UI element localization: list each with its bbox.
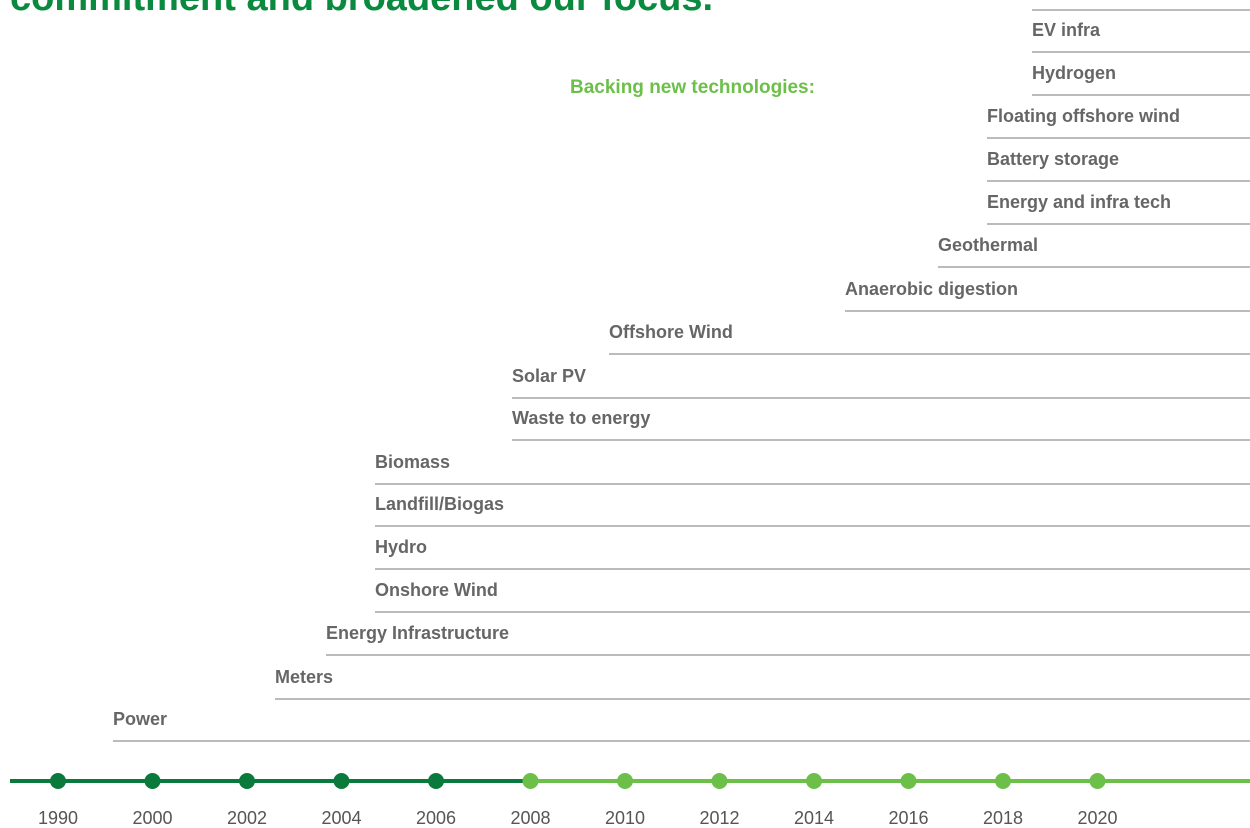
technology-label: Hydro — [375, 537, 427, 557]
technology-label: Energy Infrastructure — [326, 623, 509, 643]
heading: commitment and broadened our focus. — [10, 0, 713, 19]
year-label: 2020 — [1077, 808, 1117, 828]
subheading: Backing new technologies: — [570, 77, 815, 98]
timeline-dot — [428, 773, 444, 789]
timeline-dot — [333, 773, 350, 789]
timeline-dot — [711, 773, 728, 789]
timeline-dot — [239, 773, 255, 789]
year-label: 2000 — [132, 808, 172, 828]
technology-label: Power — [113, 709, 167, 729]
timeline-dot — [50, 773, 66, 789]
technology-label: Hydrogen — [1032, 63, 1116, 83]
timeline-dot — [522, 773, 539, 789]
year-label: 2008 — [510, 808, 550, 828]
year-label: 1990 — [38, 808, 78, 828]
timeline-dot — [617, 773, 633, 789]
year-label: 2014 — [794, 808, 834, 828]
technology-label: Energy and infra tech — [987, 192, 1171, 212]
technology-label: Battery storage — [987, 149, 1119, 169]
year-label: 2016 — [888, 808, 928, 828]
year-label: 2012 — [699, 808, 739, 828]
year-label: 2006 — [416, 808, 456, 828]
timeline-dot — [900, 773, 917, 789]
timeline-dot — [806, 773, 822, 789]
year-label: 2010 — [605, 808, 645, 828]
technology-label: Solar PV — [512, 366, 586, 386]
year-label: 2004 — [321, 808, 361, 828]
technology-label: Geothermal — [938, 235, 1038, 255]
timeline-dot — [995, 773, 1011, 789]
technology-label: Waste to energy — [512, 408, 650, 428]
technology-label: Landfill/Biogas — [375, 494, 504, 514]
technology-label: Floating offshore wind — [987, 106, 1180, 126]
technology-label: Biomass — [375, 452, 450, 472]
technology-label: Anaerobic digestion — [845, 279, 1018, 299]
technology-label: Offshore Wind — [609, 322, 733, 342]
technology-label: EV infra — [1032, 20, 1101, 40]
timeline-dot — [144, 773, 161, 789]
technology-label: Onshore Wind — [375, 580, 498, 600]
timeline-dot — [1089, 773, 1106, 789]
year-label: 2018 — [983, 808, 1023, 828]
technology-label: Meters — [275, 667, 333, 687]
year-label: 2002 — [227, 808, 267, 828]
